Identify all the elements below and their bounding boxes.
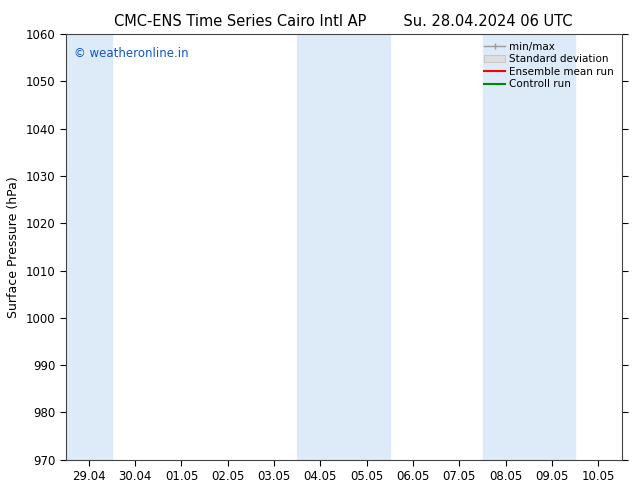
Title: CMC-ENS Time Series Cairo Intl AP        Su. 28.04.2024 06 UTC: CMC-ENS Time Series Cairo Intl AP Su. 28… [114,14,573,29]
Bar [297,34,390,460]
Bar [66,34,112,460]
Y-axis label: Surface Pressure (hPa): Surface Pressure (hPa) [7,176,20,318]
Text: © weatheronline.in: © weatheronline.in [74,47,189,60]
Bar [482,34,575,460]
Legend: min/max, Standard deviation, Ensemble mean run, Controll run: min/max, Standard deviation, Ensemble me… [482,39,616,92]
